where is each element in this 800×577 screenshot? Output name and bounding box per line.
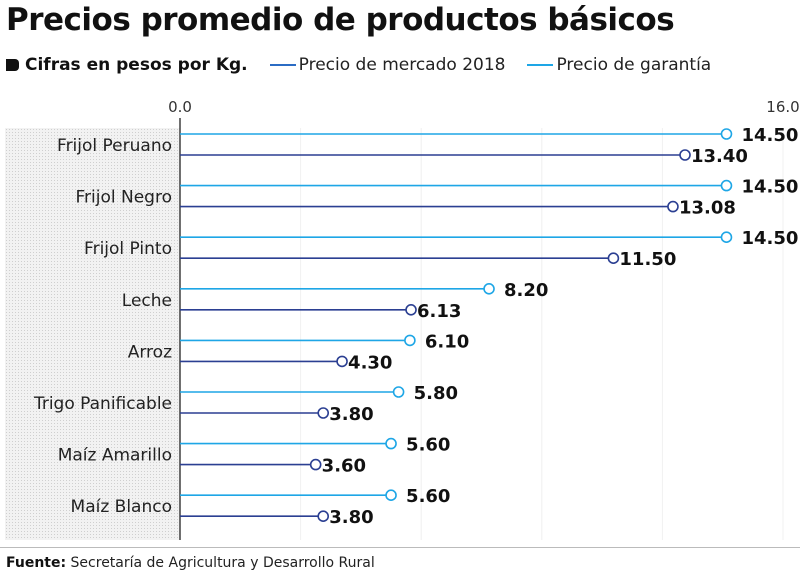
category-label: Leche bbox=[122, 291, 172, 311]
lollipop-dot bbox=[720, 179, 733, 192]
lollipop-dot bbox=[720, 128, 733, 140]
lollipop-dot bbox=[385, 489, 397, 502]
chart-title: Precios promedio de productos básicos bbox=[6, 2, 675, 38]
data-label: 6.13 bbox=[417, 301, 461, 322]
lollipop-dot bbox=[309, 458, 322, 471]
legend-item-market: Precio de mercado 2018 bbox=[269, 55, 506, 75]
legend-bar: Cifras en pesos por Kg. Precio de mercad… bbox=[6, 55, 711, 75]
data-label: 14.50 bbox=[741, 177, 798, 198]
data-label: 5.60 bbox=[406, 435, 450, 456]
data-label: 14.50 bbox=[741, 228, 798, 249]
lollipop-dot bbox=[483, 282, 495, 295]
category-label: Frijol Negro bbox=[76, 188, 173, 208]
x-tick-label: 16.0 bbox=[766, 98, 799, 116]
category-label: Frijol Peruano bbox=[57, 136, 172, 156]
data-label: 3.80 bbox=[329, 507, 373, 528]
category-label: Arroz bbox=[128, 342, 172, 362]
lollipop-dot bbox=[317, 407, 330, 419]
legend-swatch-market bbox=[269, 64, 296, 66]
lollipop-dot bbox=[404, 334, 416, 347]
data-label: 8.20 bbox=[504, 280, 548, 301]
lollipop-dot bbox=[385, 437, 397, 450]
lollipop-dot bbox=[720, 231, 733, 243]
data-label: 11.50 bbox=[619, 249, 676, 270]
data-label: 14.50 bbox=[741, 125, 798, 146]
source-text: Secretaría de Agricultura y Desarrollo R… bbox=[66, 555, 375, 571]
data-label: 4.30 bbox=[348, 352, 392, 373]
category-label: Trigo Panificable bbox=[33, 394, 172, 414]
source-note: Fuente: Secretaría de Agricultura y Desa… bbox=[6, 555, 375, 571]
data-label: 13.08 bbox=[679, 198, 736, 219]
legend-label-market: Precio de mercado 2018 bbox=[298, 55, 506, 75]
lollipop-dot bbox=[607, 252, 620, 265]
category-band bbox=[5, 128, 180, 540]
units-note: Cifras en pesos por Kg. bbox=[6, 55, 248, 75]
data-label: 3.60 bbox=[322, 456, 366, 477]
source-label: Fuente: bbox=[6, 555, 67, 571]
data-label: 5.80 bbox=[414, 383, 458, 404]
lollipop-dot bbox=[336, 355, 348, 368]
bullet-icon bbox=[6, 59, 19, 71]
legend-label-guarantee: Precio de garantía bbox=[556, 55, 712, 75]
data-label: 13.40 bbox=[691, 146, 748, 167]
data-label: 5.60 bbox=[406, 486, 450, 507]
x-tick-label: 0.0 bbox=[168, 98, 192, 116]
footer-divider bbox=[0, 547, 800, 548]
lollipop-dot bbox=[405, 303, 417, 316]
units-text: Cifras en pesos por Kg. bbox=[25, 55, 248, 75]
lollipop-dot bbox=[679, 149, 691, 161]
category-label: Maíz Blanco bbox=[71, 497, 172, 517]
data-label: 6.10 bbox=[425, 331, 469, 352]
lollipop-dot bbox=[667, 200, 679, 213]
lollipop-dot bbox=[317, 510, 330, 523]
category-label: Frijol Pinto bbox=[84, 239, 172, 259]
legend-swatch-guarantee bbox=[527, 64, 554, 66]
category-label: Maíz Amarillo bbox=[58, 446, 172, 466]
lollipop-dot bbox=[392, 386, 405, 398]
legend-item-guarantee: Precio de garantía bbox=[527, 55, 711, 75]
data-label: 3.80 bbox=[329, 404, 373, 425]
